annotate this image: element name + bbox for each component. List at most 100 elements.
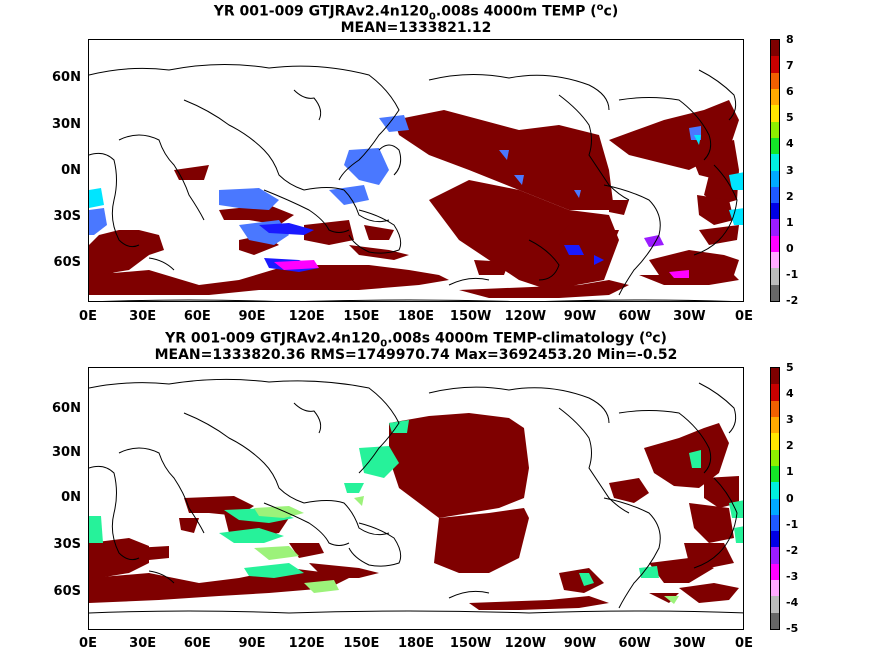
top-colorbar-label: -1 (786, 267, 799, 281)
top-title: YR 001-009 GTJRAv2.4n1200.008s 4000m TEM… (213, 2, 619, 23)
top-colorbar-segment (771, 235, 779, 253)
bottom-colorbar-label: -5 (786, 622, 799, 635)
bottom-colorbar-label: 2 (786, 439, 794, 453)
top-xtick: 30W (673, 309, 706, 324)
bottom-ytick-60n: 60N (52, 401, 81, 416)
bottom-xtick: 120W (504, 636, 547, 651)
top-colorbar-label: 6 (786, 85, 794, 99)
bottom-colorbar-label: -4 (786, 595, 799, 609)
bottom-colorbar-label: -3 (786, 569, 799, 583)
top-colorbar-label: 5 (786, 111, 794, 125)
top-colorbar-segment (771, 105, 779, 122)
top-xtick: 90E (238, 309, 266, 324)
bottom-map-panel (88, 367, 744, 630)
top-field-purple (644, 235, 664, 247)
bottom-xtick: 0E (735, 636, 753, 651)
bottom-colorbar-segment (771, 580, 779, 597)
bottom-colorbar-segment (771, 498, 779, 515)
top-colorbar (770, 39, 780, 302)
bottom-colorbar-label: 4 (786, 387, 794, 401)
bottom-colorbar-segment (771, 400, 779, 417)
top-colorbar-label: 1 (786, 215, 794, 229)
top-colorbar-label: 4 (786, 137, 794, 151)
bottom-colorbar-segment (771, 596, 779, 613)
bottom-coastlines (89, 378, 743, 614)
bottom-field (89, 413, 739, 610)
bottom-colorbar-segment (771, 531, 779, 548)
bottom-colorbar (770, 367, 780, 630)
top-colorbar-segment (771, 121, 779, 138)
top-ytick-0n: 0N (61, 163, 81, 178)
top-xtick: 120W (504, 309, 547, 324)
bottom-xtick: 0E (79, 636, 97, 651)
top-colorbar-segment (771, 170, 779, 187)
bottom-xtick: 150W (449, 636, 492, 651)
top-coastlines (89, 63, 738, 301)
top-colorbar-label: 2 (786, 189, 794, 203)
top-colorbar-segment (771, 268, 779, 285)
top-colorbar-label: 8 (786, 33, 794, 46)
bottom-title: YR 001-009 GTJRAv2.4n1200.008s 4000m TEM… (165, 329, 667, 350)
top-xtick: 150E (343, 309, 380, 324)
bottom-colorbar-segment (771, 465, 779, 483)
bottom-xtick: 180E (397, 636, 435, 651)
top-colorbar-segment (771, 137, 779, 155)
bottom-xtick: 150E (343, 636, 380, 651)
top-colorbar-label: 7 (786, 59, 794, 73)
bottom-colorbar-segment (771, 547, 779, 564)
top-xtick: 120E (288, 309, 325, 324)
bottom-xtick: 60E (183, 636, 211, 651)
bottom-ytick-30s: 30S (53, 537, 81, 552)
bottom-map-svg (89, 378, 743, 614)
top-xtick: 60E (183, 309, 211, 324)
top-colorbar-segment (771, 154, 779, 171)
top-field (89, 100, 739, 298)
bottom-colorbar-segment (771, 514, 779, 532)
bottom-colorbar-label: 0 (786, 491, 794, 505)
top-xtick: 60W (618, 309, 651, 324)
top-subtitle: MEAN=1333821.12 (340, 20, 492, 36)
top-colorbar-segment (771, 88, 779, 106)
bottom-xtick: 90E (238, 636, 266, 651)
top-colorbar-label: 3 (786, 163, 794, 177)
top-xtick: 150W (449, 309, 492, 324)
bottom-colorbar-label: 3 (786, 413, 794, 427)
top-field-cyan (89, 135, 743, 225)
top-xtick: 180E (397, 309, 435, 324)
top-colorbar-segment (771, 56, 779, 73)
bottom-colorbar-segment (771, 368, 779, 385)
bottom-ytick-0n: 0N (61, 490, 81, 505)
top-colorbar-segment (771, 219, 779, 236)
top-colorbar-segment (771, 40, 779, 57)
bottom-colorbar-segment (771, 384, 779, 401)
bottom-ytick-30n: 30N (52, 445, 81, 460)
bottom-colorbar-label: -2 (786, 543, 799, 557)
top-ytick-60n: 60N (52, 70, 81, 85)
top-colorbar-segment (771, 186, 779, 204)
top-colorbar-segment (771, 284, 779, 301)
top-colorbar-segment (771, 203, 779, 220)
top-xtick: 90W (563, 309, 597, 324)
bottom-colorbar-label: 5 (786, 361, 794, 374)
top-colorbar-label: -2 (786, 294, 799, 307)
top-colorbar-segment (771, 252, 779, 269)
bottom-colorbar-segment (771, 416, 779, 434)
bottom-subtitle: MEAN=1333820.36 RMS=1749970.74 Max=36924… (154, 347, 678, 363)
bottom-colorbar-segment (771, 449, 779, 466)
top-map-svg (89, 63, 743, 301)
top-xtick: 30E (129, 309, 157, 324)
top-xtick: 0E (79, 309, 97, 324)
top-ytick-30s: 30S (53, 209, 81, 224)
top-ytick-60s: 60S (53, 255, 81, 270)
bottom-xtick: 120E (288, 636, 325, 651)
top-colorbar-segment (771, 72, 779, 89)
bottom-xtick: 90W (563, 636, 597, 651)
bottom-colorbar-segment (771, 433, 779, 450)
bottom-ytick-60s: 60S (53, 584, 81, 599)
bottom-colorbar-segment (771, 563, 779, 581)
top-map-panel (88, 39, 744, 302)
bottom-xtick: 30E (129, 636, 157, 651)
top-colorbar-label: 0 (786, 241, 794, 255)
top-ytick-30n: 30N (52, 117, 81, 132)
bottom-colorbar-segment (771, 612, 779, 629)
